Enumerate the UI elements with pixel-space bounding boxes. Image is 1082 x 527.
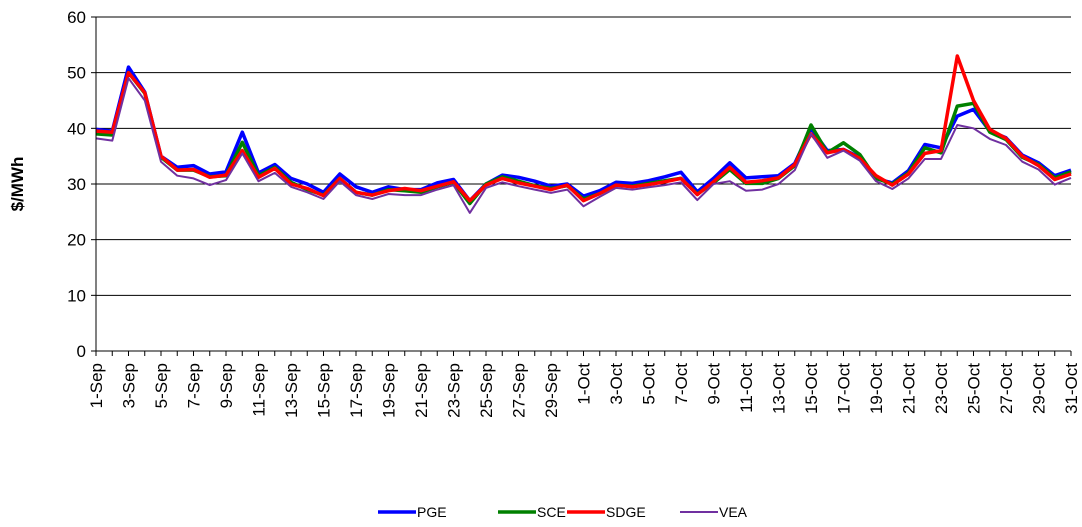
x-tick-label: 15-Sep	[315, 363, 334, 418]
y-tick-label: 30	[67, 175, 86, 194]
series-line-pge	[95, 65, 1072, 203]
x-tick-label: 7-Oct	[672, 363, 691, 405]
x-tick-label: 3-Sep	[120, 363, 139, 408]
x-tick-label: 1-Oct	[575, 363, 594, 405]
x-tick-label: 17-Oct	[835, 363, 854, 414]
x-tick-label: 11-Sep	[250, 363, 269, 417]
x-tick-label: 1-Sep	[87, 363, 106, 408]
x-tick-label: 25-Oct	[965, 363, 984, 414]
x-tick-label: 31-Oct	[1062, 363, 1081, 414]
y-tick-label: 60	[67, 8, 86, 27]
x-tick-label: 19-Sep	[380, 363, 399, 418]
y-tick-label: 0	[77, 342, 86, 361]
x-tick-label: 29-Sep	[542, 363, 561, 418]
y-tick-label: 50	[67, 64, 86, 83]
series-lines	[95, 54, 1072, 214]
x-tick-label: 13-Oct	[770, 363, 789, 414]
x-tick-label: 23-Oct	[932, 363, 951, 414]
x-tick-label: 19-Oct	[867, 363, 886, 414]
legend-label-sdge: SDGE	[606, 504, 646, 520]
series-line-vea	[95, 77, 1072, 214]
y-tick-label: 10	[67, 286, 86, 305]
x-tick-label: 15-Oct	[802, 363, 821, 414]
x-tick-label: 5-Oct	[640, 363, 659, 405]
x-tick-label: 29-Oct	[1030, 363, 1049, 414]
x-tick-label: 7-Sep	[185, 363, 204, 408]
legend-label-sce: SCE	[537, 504, 566, 520]
x-tick-label: 23-Sep	[445, 363, 464, 418]
x-tick-label: 9-Oct	[705, 363, 724, 405]
x-tick-label: 17-Sep	[347, 363, 366, 418]
x-tick-label: 21-Sep	[412, 363, 431, 418]
series-line-sdge	[95, 54, 1072, 203]
x-tick-label: 11-Oct	[737, 363, 756, 413]
x-tick-label: 27-Oct	[997, 363, 1016, 414]
x-tick-label: 21-Oct	[900, 363, 919, 414]
x-tick-label: 25-Sep	[477, 363, 496, 418]
legend-label-pge: PGE	[417, 504, 447, 520]
x-tick-label: 9-Sep	[217, 363, 236, 408]
x-axis-ticks: 1-Sep 3-Sep 5-Sep 7-Sep 9-Sep 11-Sep 13-Sep 15-…	[87, 351, 1081, 418]
legend-label-vea: VEA	[719, 504, 748, 520]
x-tick-label: 5-Sep	[152, 363, 171, 408]
x-tick-label: 3-Oct	[607, 363, 626, 405]
x-tick-label: 13-Sep	[282, 363, 301, 418]
legend: PGE SCE SDGE VEA	[378, 504, 748, 520]
grid-lines	[96, 16, 1071, 296]
x-tick-label: 27-Sep	[510, 363, 529, 418]
y-axis-label: $/MWh	[8, 157, 27, 212]
y-tick-label: 40	[67, 119, 86, 138]
y-tick-label: 20	[67, 231, 86, 250]
y-axis-ticks: 0 10 20 30 40 50 60	[67, 8, 96, 361]
